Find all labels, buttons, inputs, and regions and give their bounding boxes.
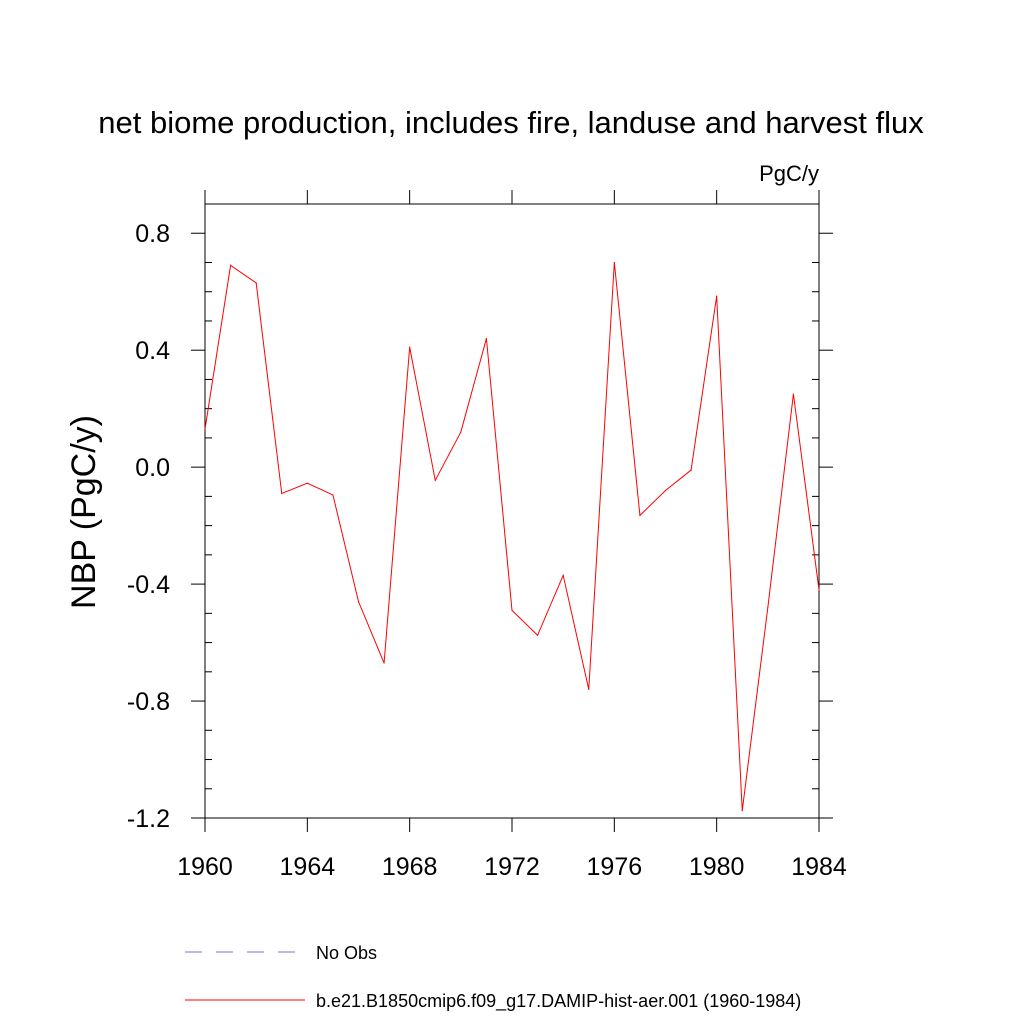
data-point — [255, 282, 257, 284]
x-tick-label: 1972 — [484, 853, 540, 881]
data-point — [639, 514, 641, 516]
legend-label-model-run: b.e21.B1850cmip6.f09_g17.DAMIP-hist-aer.… — [316, 991, 801, 1012]
x-tick-label: 1976 — [587, 853, 643, 881]
y-tick-label: 0.4 — [135, 337, 170, 365]
series-group — [204, 261, 820, 812]
data-point — [434, 479, 436, 481]
x-tick-label: 1968 — [382, 853, 438, 881]
data-point — [792, 393, 795, 395]
x-tick-label: 1980 — [689, 853, 745, 881]
data-point — [357, 601, 360, 603]
data-point — [818, 589, 820, 591]
axis-tick-labels: 1960 1964 1968 1972 1976 1980 1984 -1.2 -0.8 -0.4… — [127, 220, 847, 881]
y-axis-label: NBP (PgC/y) — [65, 415, 103, 609]
data-point — [511, 609, 513, 612]
data-point — [383, 662, 385, 664]
x-tick-label: 1984 — [791, 853, 847, 881]
data-point — [716, 295, 718, 297]
data-point — [767, 606, 769, 609]
legend: No Obs b.e21.B1850cmip6.f09_g17.DAMIP-hi… — [185, 943, 801, 1012]
data-point — [204, 428, 206, 430]
axis-ticks — [191, 190, 833, 832]
chart-title: net biome production, includes fire, lan… — [98, 105, 924, 140]
series-line-0 — [204, 262, 820, 811]
data-point — [485, 337, 488, 340]
data-point — [460, 431, 462, 433]
x-tick-label: 1960 — [177, 853, 233, 881]
data-point — [229, 264, 232, 266]
data-point — [281, 492, 283, 495]
data-point — [613, 261, 615, 264]
data-point — [536, 634, 539, 636]
data-point — [562, 574, 564, 576]
legend-label-no-obs: No Obs — [316, 943, 377, 963]
data-point — [588, 688, 590, 690]
data-point — [690, 469, 692, 471]
y-tick-label: -0.8 — [127, 688, 170, 716]
data-point — [332, 494, 334, 496]
data-point — [409, 346, 411, 348]
data-point — [306, 482, 308, 484]
y-tick-label: 0.0 — [135, 454, 170, 482]
data-point — [664, 489, 667, 492]
units-label: PgC/y — [759, 161, 819, 186]
y-tick-label: -1.2 — [127, 805, 170, 833]
data-point — [741, 810, 743, 812]
x-tick-label: 1964 — [280, 853, 336, 881]
y-tick-label: -0.4 — [127, 571, 170, 599]
y-tick-label: 0.8 — [135, 220, 170, 248]
